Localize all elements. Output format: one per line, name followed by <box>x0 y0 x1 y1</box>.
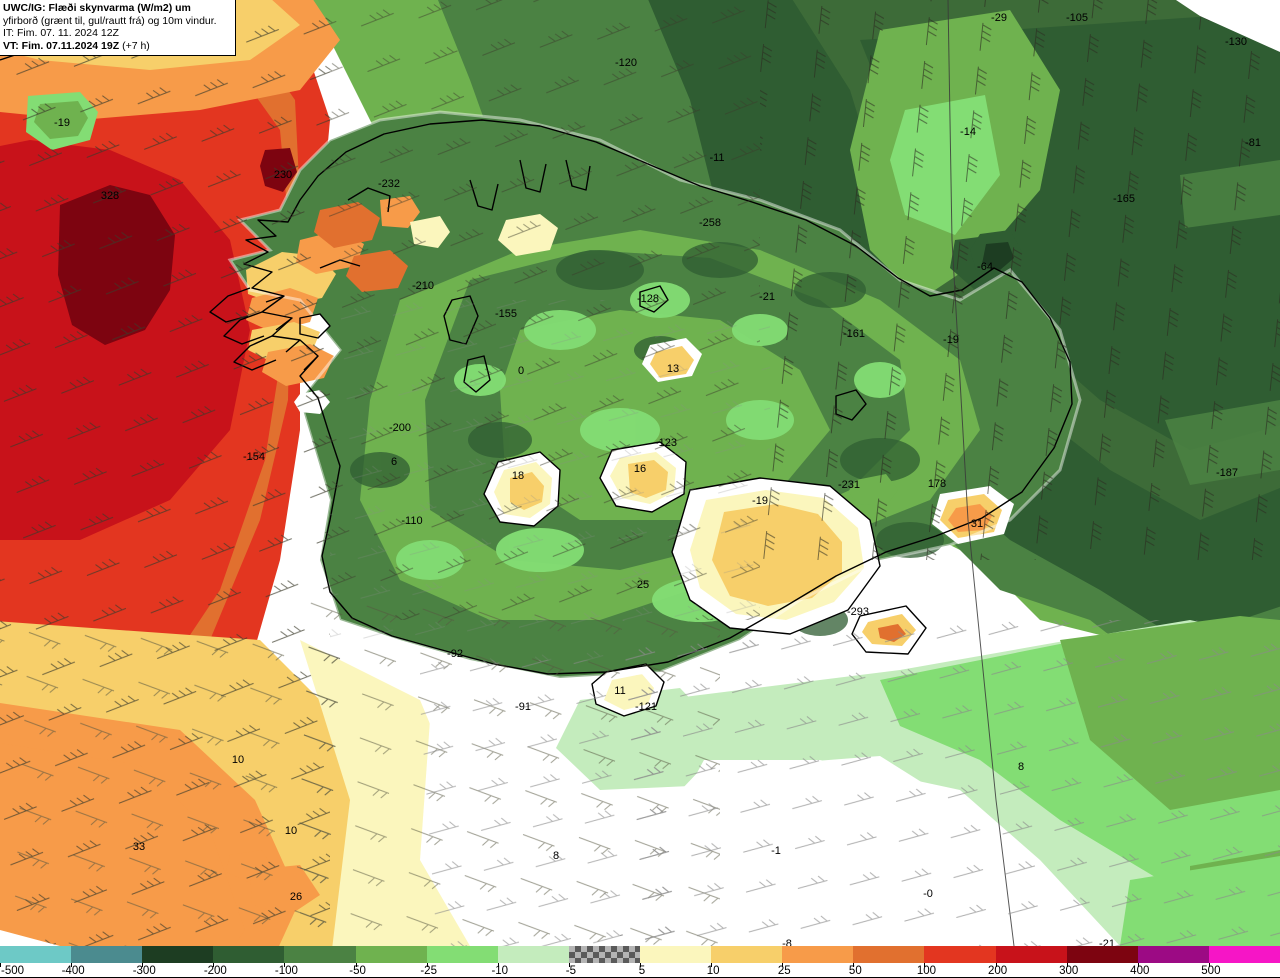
colorbar-tick <box>1066 963 1068 967</box>
colorbar-tick-label: -200 <box>203 965 227 977</box>
colorbar-tick <box>711 963 713 967</box>
valid-time-value: VT: Fim. 07.11.2024 19Z <box>3 39 120 52</box>
colorbar-segment <box>0 946 72 963</box>
colorbar-tick-label: -50 <box>349 965 366 977</box>
colorbar-segment <box>924 946 996 963</box>
colorbar-segment <box>284 946 356 963</box>
colorbar-tick-label: 25 <box>777 965 791 977</box>
colorbar-tick <box>71 963 73 967</box>
info-line-init-time: IT: Fim. 07. 11. 2024 12Z <box>3 27 119 40</box>
heat-flux-field <box>0 0 1280 946</box>
colorbar-tick-label: -25 <box>420 965 437 977</box>
colorbar-segment <box>426 946 498 963</box>
colorbar-segment <box>71 946 143 963</box>
map-info-box: UWC/IG: Flæði skynvarma (W/m2) um yfirbo… <box>0 0 236 56</box>
colorbar-segment <box>1208 946 1280 963</box>
colorbar[interactable] <box>0 946 1280 963</box>
info-line-product: UWC/IG: Flæði skynvarma (W/m2) um <box>3 2 191 14</box>
colorbar-tick <box>0 963 1 967</box>
colorbar-segment <box>213 946 285 963</box>
colorbar-tick <box>1137 963 1139 967</box>
colorbar-tick-label: -300 <box>132 965 156 977</box>
info-line-description: yfirborð (grænt til, gul/rautt frá) og 1… <box>3 14 217 27</box>
colorbar-tick <box>853 963 855 967</box>
colorbar-segment <box>142 946 214 963</box>
colorbar-tick <box>355 963 357 967</box>
colorbar-tick-label: -10 <box>491 965 509 977</box>
colorbar-segment <box>568 946 640 963</box>
colorbar-tick <box>284 963 286 967</box>
colorbar-tick <box>142 963 144 967</box>
valid-time-lead: (+7 h) <box>119 39 150 52</box>
colorbar-tick-label: 400 <box>1130 965 1150 977</box>
colorbar-tick <box>497 963 499 967</box>
colorbar-tick <box>640 963 641 967</box>
info-line-valid-time: VT: Fim. 07.11.2024 19Z (+7 h) <box>3 40 232 53</box>
colorbar-ticks: -500 -400 -300 -200 -100 -50 -25 -10 -5 5 10 25 50 10… <box>0 963 1280 978</box>
colorbar-tick <box>213 963 215 967</box>
colorbar-tick <box>995 963 997 967</box>
colorbar-tick <box>426 963 428 967</box>
colorbar-segment <box>711 946 783 963</box>
colorbar-segment <box>995 946 1067 963</box>
colorbar-tick-label: 5 <box>638 965 646 977</box>
colorbar-segment <box>853 946 925 963</box>
colorbar-tick <box>1208 963 1210 967</box>
colorbar-tick <box>568 963 570 967</box>
colorbar-segment <box>1066 946 1138 963</box>
colorbar-segment <box>1137 946 1209 963</box>
colorbar-tick-label: 500 <box>1201 965 1221 977</box>
colorbar-segment <box>355 946 427 963</box>
colorbar-segment <box>497 946 569 963</box>
colorbar-segment <box>782 946 854 963</box>
colorbar-segment <box>639 946 712 963</box>
colorbar-tick-label: 10 <box>706 965 720 977</box>
colorbar-tick <box>924 963 926 967</box>
colorbar-tick-label: -400 <box>61 965 85 977</box>
colorbar-tick-label: -100 <box>274 965 298 977</box>
colorbar-tick-label: 50 <box>848 965 862 977</box>
colorbar-tick-label: -500 <box>1 965 25 977</box>
map-canvas[interactable]: -19 328 230 -232 -120 -11 -29 -105 -130 -14 -81 -25… <box>0 0 1280 946</box>
colorbar-tick <box>782 963 784 967</box>
colorbar-tick-label: 200 <box>987 965 1008 977</box>
colorbar-area: -500 -400 -300 -200 -100 -50 -25 -10 -5 5 10 25 50 10… <box>0 946 1280 978</box>
colorbar-tick-label: 100 <box>916 965 937 977</box>
colorbar-tick-label: 300 <box>1059 965 1079 977</box>
colorbar-tick-label: -5 <box>565 965 576 977</box>
